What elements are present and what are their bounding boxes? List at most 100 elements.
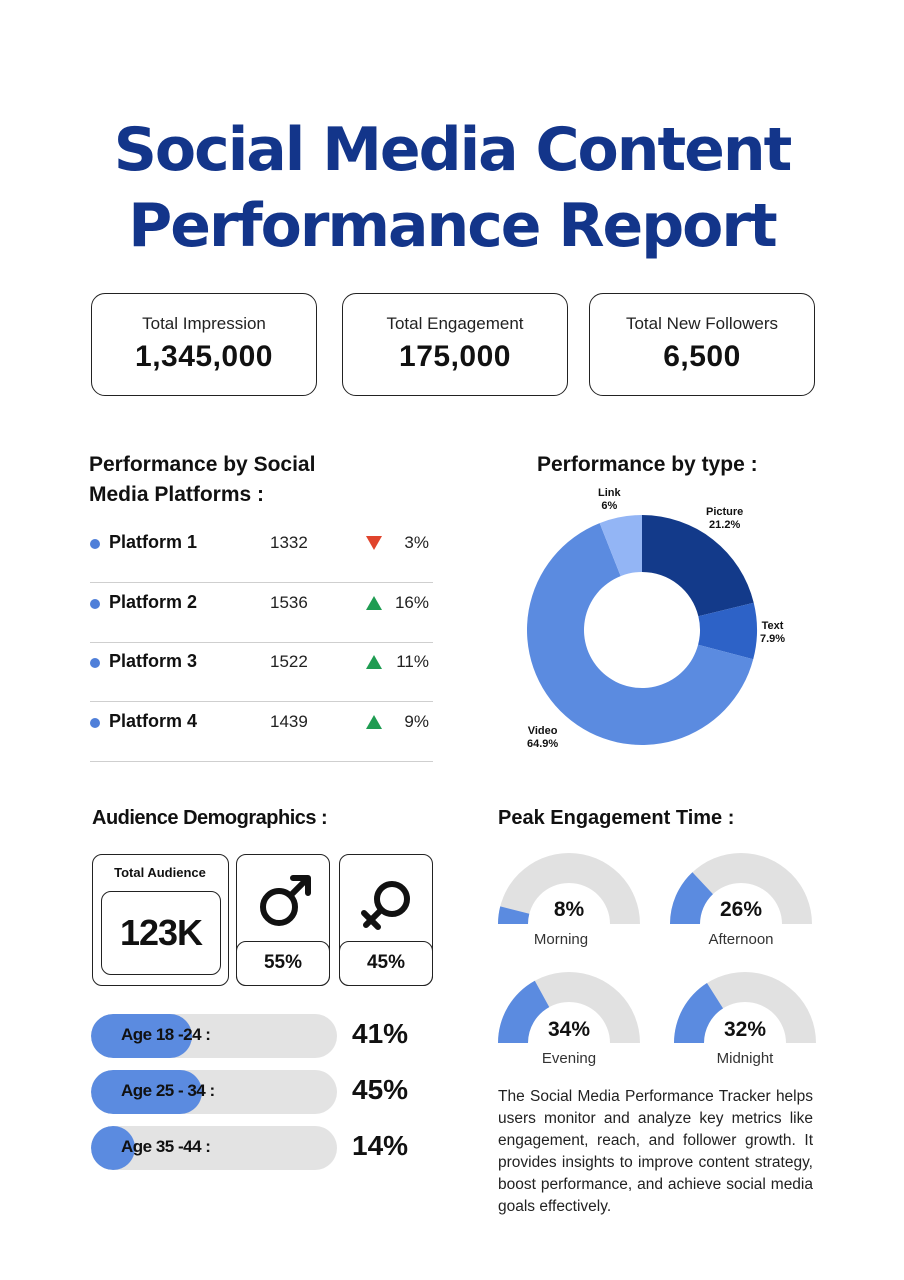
age-bar: Age 35 -44 :: [91, 1126, 337, 1170]
gauge-afternoon: [670, 853, 812, 924]
donut-chart: [526, 515, 757, 745]
pie-label-value: 21.2%: [709, 519, 741, 531]
gauge-label: Morning: [533, 931, 589, 948]
gauge-track: [498, 853, 640, 924]
audience-heading: Audience Demographics :: [92, 807, 328, 829]
female-card: 45%: [339, 854, 433, 986]
female-pct-pill: 45%: [339, 941, 433, 986]
title-line-2: Performance Report: [128, 191, 777, 261]
gauge-value: 26%: [719, 898, 763, 921]
gauge-track: [670, 853, 812, 924]
platform-change: 3%: [404, 533, 429, 552]
bullet-dot-icon: [90, 599, 100, 609]
donut-slice-text: [698, 602, 757, 660]
gauge-fill: [674, 983, 724, 1043]
title-line-1: Social Media Content: [113, 115, 793, 185]
kpi-value: 1,345,000: [135, 340, 273, 373]
platform-name: Platform 1: [109, 532, 198, 552]
platforms-heading: Performance by Social Media Platforms :: [89, 450, 315, 510]
platforms-heading-line-2: Media Platforms :: [89, 483, 265, 506]
platform-row: Platform 2 1536 16%: [90, 583, 433, 643]
kpi-card-followers: Total New Followers 6,500: [589, 293, 815, 396]
kpi-label: Total New Followers: [625, 314, 779, 333]
platform-name: Platform 2: [109, 592, 198, 612]
total-audience-card: Total Audience 123K: [92, 854, 229, 986]
pie-label-text: Text 7.9%: [760, 620, 785, 646]
age-bar: Age 18 -24 :: [91, 1014, 337, 1058]
age-bar: Age 25 - 34 :: [91, 1070, 337, 1114]
platform-value: 1522: [270, 652, 308, 671]
gauge-label: Evening: [541, 1050, 597, 1067]
female-symbol-icon: [361, 881, 410, 930]
platform-row: Platform 3 1522 11%: [90, 642, 433, 702]
gauge-value: 32%: [723, 1018, 767, 1041]
total-audience-label: Total Audience: [114, 865, 206, 880]
description-paragraph: The Social Media Performance Tracker hel…: [498, 1088, 813, 1215]
gauge-evening: [498, 972, 640, 1043]
kpi-label: Total Engagement: [386, 314, 524, 333]
age-pct: 45%: [352, 1074, 409, 1105]
pie-label-link: Link 6%: [598, 487, 621, 513]
age-bar-fill: [91, 1126, 135, 1170]
age-bar-fill: [91, 1014, 192, 1058]
gauge-midnight: [674, 972, 816, 1043]
male-pct-pill: 55%: [236, 941, 330, 986]
pie-label-value: 64.9%: [527, 738, 559, 750]
trend-up-icon: [366, 596, 382, 610]
platform-name: Platform 3: [109, 651, 198, 671]
female-pct: 45%: [366, 952, 406, 973]
age-label: Age 25 - 34 :: [121, 1081, 215, 1100]
trend-up-icon: [366, 655, 382, 669]
kpi-card-engagement: Total Engagement 175,000: [342, 293, 568, 396]
kpi-value: 6,500: [663, 340, 741, 373]
pie-label-value: 7.9%: [760, 633, 786, 645]
pie-label-picture: Picture 21.2%: [706, 506, 743, 532]
platforms-heading-line-1: Performance by Social: [89, 453, 316, 476]
age-bar-fill: [91, 1070, 202, 1114]
age-pct: 41%: [352, 1018, 409, 1049]
gauge-value: 8%: [553, 898, 585, 921]
peak-heading: Peak Engagement Time :: [498, 807, 735, 829]
gauge-value: 34%: [547, 1018, 591, 1041]
bullet-dot-icon: [90, 539, 100, 549]
platform-change: 16%: [394, 593, 429, 612]
platform-value: 1332: [270, 533, 308, 552]
pie-label-name: Picture: [706, 506, 744, 518]
kpi-value: 175,000: [399, 340, 511, 373]
gauge-fill: [498, 980, 550, 1043]
pie-label-name: Video: [527, 725, 558, 737]
gauge-fill: [498, 906, 530, 924]
platform-change: 11%: [396, 652, 429, 671]
kpi-card-impression: Total Impression 1,345,000: [91, 293, 317, 396]
gauge-morning: [498, 853, 640, 924]
platform-change: 9%: [404, 712, 429, 731]
report-title: Social Media Content Performance Report: [0, 112, 904, 264]
total-audience-value: 123K: [119, 912, 203, 953]
platform-row: Platform 4 1439 9%: [90, 702, 433, 762]
trend-down-icon: [366, 536, 382, 550]
male-symbol-icon: [260, 875, 311, 926]
chart-title: Performance by type :: [537, 453, 758, 476]
donut-slice-video: [526, 523, 754, 745]
gauge-fill: [670, 872, 713, 924]
bullet-dot-icon: [90, 658, 100, 668]
platform-row: Platform 1 1332 3%: [90, 523, 433, 583]
donut-slice-picture: [642, 515, 754, 617]
age-pct: 14%: [352, 1130, 409, 1161]
male-card: 55%: [236, 854, 330, 986]
donut-slice-link: [599, 515, 642, 577]
pie-label-name: Link: [598, 487, 621, 499]
age-label: Age 35 -44 :: [121, 1137, 211, 1156]
platform-name: Platform 4: [109, 711, 198, 731]
total-audience-value-box: 123K: [101, 891, 221, 975]
trend-up-icon: [366, 715, 382, 729]
gauge-label: Afternoon: [708, 931, 774, 948]
platform-value: 1536: [270, 593, 308, 612]
platform-value: 1439: [270, 712, 308, 731]
pie-label-video: Video 64.9%: [527, 725, 558, 751]
male-pct: 55%: [263, 952, 303, 973]
bullet-dot-icon: [90, 718, 100, 728]
gauge-label: Midnight: [716, 1050, 774, 1067]
pie-label-name: Text: [761, 620, 784, 632]
pie-label-value: 6%: [601, 500, 618, 512]
